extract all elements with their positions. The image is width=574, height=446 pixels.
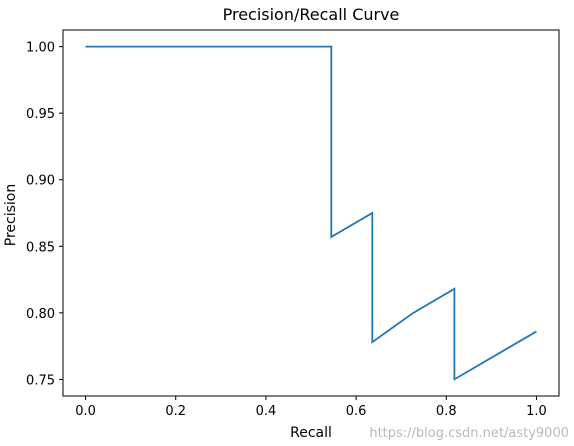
y-tick-label: 1.00 — [26, 41, 55, 56]
x-tick-label: 1.0 — [526, 404, 547, 419]
watermark-text: https://blog.csdn.net/asty9000 — [369, 426, 569, 441]
y-tick-label: 0.75 — [26, 373, 55, 388]
x-axis-ticks: 0.0 0.2 0.4 0.6 0.8 1.0 — [75, 396, 547, 419]
x-tick-label: 0.4 — [256, 404, 277, 419]
plot-frame — [62, 29, 560, 397]
plot-area — [62, 29, 560, 397]
x-axis-label: Recall — [290, 425, 332, 441]
y-tick-label: 0.80 — [26, 307, 55, 322]
x-tick-label: 0.2 — [165, 404, 186, 419]
x-tick-label: 0.6 — [346, 404, 367, 419]
y-axis-label: Precision — [3, 184, 19, 246]
y-tick-label: 0.90 — [26, 174, 55, 189]
series-line-0 — [85, 45, 537, 381]
y-tick-label: 0.95 — [26, 107, 55, 122]
y-tick-label: 0.85 — [26, 240, 55, 255]
chart-title: Precision/Recall Curve — [223, 5, 400, 24]
x-tick-label: 0.0 — [75, 404, 96, 419]
x-tick-label: 0.8 — [436, 404, 457, 419]
y-axis-ticks: 0.75 0.80 0.85 0.90 0.95 1.00 — [26, 41, 63, 388]
